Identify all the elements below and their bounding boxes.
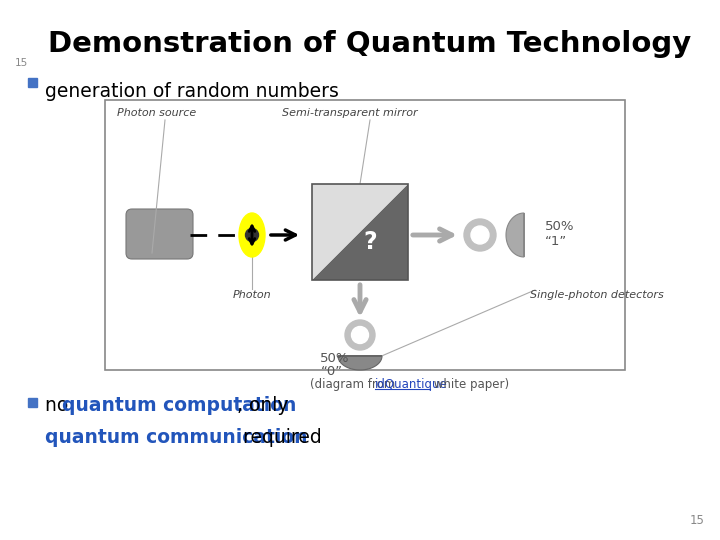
Text: quantum computation: quantum computation (62, 396, 297, 415)
Text: generation of random numbers: generation of random numbers (45, 82, 339, 101)
Polygon shape (506, 213, 524, 257)
Text: Demonstration of Quantum Technology: Demonstration of Quantum Technology (48, 30, 691, 58)
Text: “1”: “1” (545, 235, 567, 248)
Ellipse shape (246, 228, 258, 241)
Text: 15: 15 (15, 58, 28, 68)
Text: Semi-transparent mirror: Semi-transparent mirror (282, 108, 418, 118)
Text: 50%: 50% (320, 352, 349, 365)
Polygon shape (338, 356, 382, 370)
Bar (28, 78, 37, 87)
Text: white paper): white paper) (430, 378, 509, 391)
Text: quantum communication: quantum communication (45, 428, 307, 447)
Text: 15: 15 (690, 514, 705, 527)
Text: required: required (237, 428, 322, 447)
Bar (312, 184, 408, 280)
Text: 50%: 50% (545, 220, 575, 233)
Text: ?: ? (363, 230, 377, 254)
Text: idQuantique: idQuantique (375, 378, 448, 391)
Text: Photon: Photon (233, 290, 271, 300)
Bar (105, 100, 625, 370)
Text: no: no (45, 396, 74, 415)
Ellipse shape (351, 327, 369, 343)
Text: Single-photon detectors: Single-photon detectors (530, 290, 664, 300)
Ellipse shape (471, 226, 489, 244)
Polygon shape (312, 184, 408, 280)
Text: (diagram from: (diagram from (310, 378, 399, 391)
Ellipse shape (345, 320, 375, 350)
Bar (28, 398, 37, 407)
Ellipse shape (239, 213, 265, 257)
Text: Photon source: Photon source (117, 108, 197, 118)
FancyBboxPatch shape (126, 209, 193, 259)
Text: “0”: “0” (321, 365, 343, 378)
Polygon shape (312, 184, 408, 280)
Ellipse shape (464, 219, 496, 251)
Text: , only: , only (237, 396, 289, 415)
